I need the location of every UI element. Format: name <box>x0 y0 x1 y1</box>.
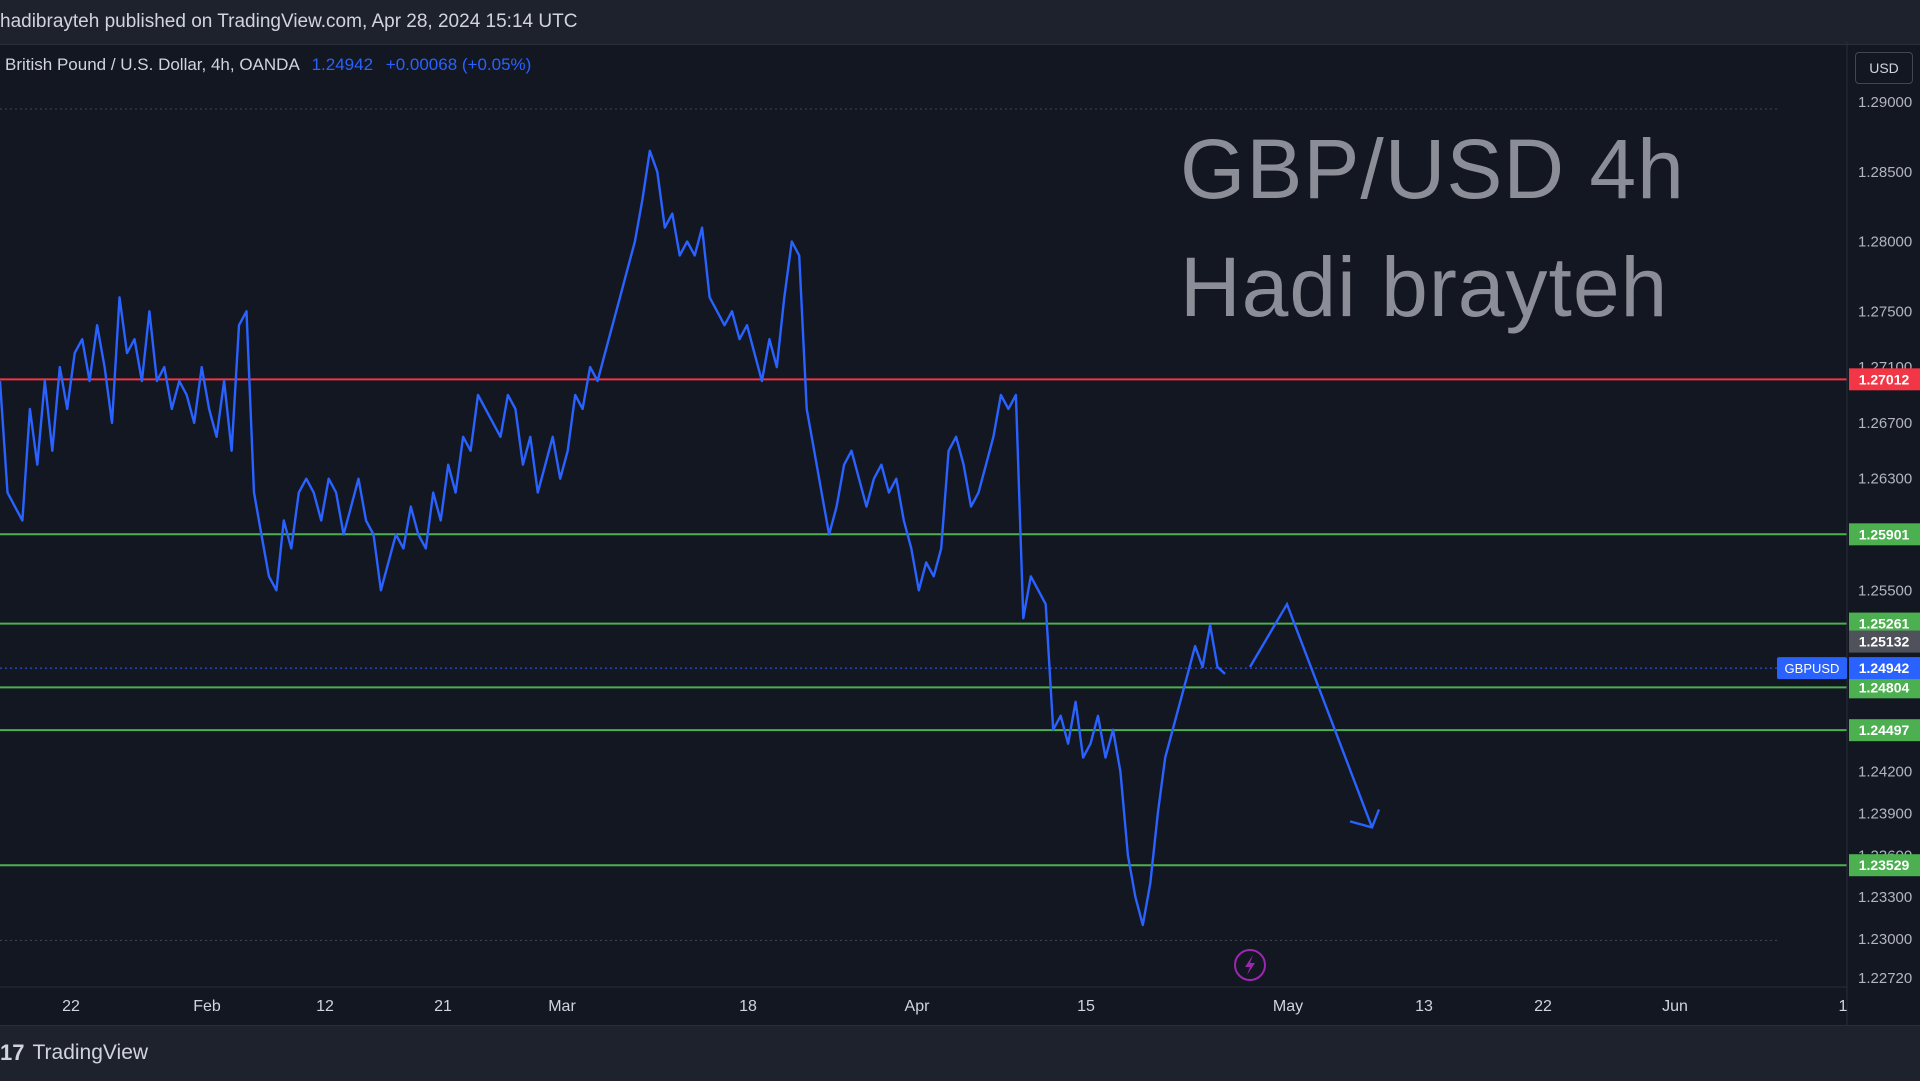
price-badge-label: 1.25901 <box>1859 526 1910 542</box>
last-price: 1.24942 <box>311 55 374 74</box>
x-tick-label: Apr <box>905 998 931 1015</box>
y-tick-label: 1.24200 <box>1858 764 1912 781</box>
x-tick-label: Mar <box>548 998 576 1015</box>
projection-arrow <box>1248 601 1381 829</box>
y-tick-label: 1.29000 <box>1858 94 1912 111</box>
published-text: hadibrayteh published on TradingView.com… <box>0 11 578 32</box>
projection-arrowhead <box>1349 808 1381 829</box>
currency-button[interactable]: USD <box>1855 52 1913 84</box>
price-badge-label: 1.24942 <box>1859 660 1910 676</box>
y-tick-label: 1.28000 <box>1858 234 1912 251</box>
watermark-line-2: Hadi brayteh <box>1180 240 1669 334</box>
x-tick-label: 22 <box>1534 998 1552 1015</box>
brand-name: TradingView <box>32 1041 149 1064</box>
price-badge <box>1849 523 1920 546</box>
x-tick-label: 13 <box>1415 998 1433 1015</box>
y-tick-label: 1.22720 <box>1858 970 1912 987</box>
tradingview-brand[interactable]: 17 TradingView <box>0 1040 148 1066</box>
price-badge <box>1849 612 1920 635</box>
price-badge-label: 1.23529 <box>1859 857 1910 873</box>
watermark-text: GBP/USD 4h Hadi brayteh <box>1180 110 1685 346</box>
x-tick-label: 22 <box>62 998 80 1015</box>
symbol-badge-label: GBPUSD <box>1785 661 1840 676</box>
x-tick-label: 15 <box>1077 998 1095 1015</box>
symbol-name: British Pound / U.S. Dollar, 4h, OANDA <box>5 55 299 74</box>
y-tick-label: 1.23900 <box>1858 805 1912 822</box>
price-badge <box>1849 630 1920 653</box>
y-tick-label: 1.27500 <box>1858 303 1912 320</box>
symbol-badge <box>1777 657 1847 680</box>
x-tick-label: May <box>1273 998 1303 1015</box>
price-badge-label: 1.25261 <box>1859 616 1910 632</box>
lightning-icon[interactable] <box>1234 949 1266 981</box>
top-bar: hadibrayteh published on TradingView.com… <box>0 0 1920 45</box>
bottom-bar: 17 TradingView <box>0 1025 1920 1081</box>
x-tick-label: Jun <box>1662 998 1688 1015</box>
x-tick-label: 21 <box>434 998 452 1015</box>
price-badge <box>1849 854 1920 877</box>
projection-path[interactable] <box>1248 601 1374 828</box>
dotted-lines <box>0 108 1847 941</box>
time-axis: 22 Feb 12 21 Mar 18 Apr 15 May 13 22 Jun 1 <box>62 998 1847 1015</box>
price-badge-label: 1.25132 <box>1859 634 1910 650</box>
y-tick-label: 1.25500 <box>1858 582 1912 599</box>
y-tick-label: 1.23000 <box>1858 931 1912 948</box>
series-line <box>0 149 1226 927</box>
price-badge <box>1849 368 1920 391</box>
price-badge-label: 1.24497 <box>1859 722 1910 738</box>
tradingview-logo-icon: 17 <box>0 1040 25 1065</box>
x-tick-label: Feb <box>193 998 221 1015</box>
x-tick-label: 1 <box>1839 998 1848 1015</box>
price-badge <box>1849 719 1920 742</box>
price-badge <box>1849 676 1920 699</box>
x-tick-label: 12 <box>316 998 334 1015</box>
price-badges: 1.27012 1.25901 1.25261 1.24804 1.24497 1.235… <box>1777 368 1920 877</box>
level-lines <box>0 378 1847 867</box>
symbol-legend: British Pound / U.S. Dollar, 4h, OANDA 1… <box>5 55 531 75</box>
price-badge <box>1849 657 1920 680</box>
y-tick-label: 1.26300 <box>1858 471 1912 488</box>
y-tick-label: 1.28500 <box>1858 164 1912 181</box>
price-change: +0.00068 (+0.05%) <box>385 55 532 74</box>
x-tick-label: 18 <box>739 998 757 1015</box>
price-axis: 1.290001.285001.280001.275001.271001.267… <box>1858 94 1912 987</box>
y-tick-label: 1.26700 <box>1858 415 1912 432</box>
y-tick-label: 1.23300 <box>1858 889 1912 906</box>
price-badge-label: 1.27012 <box>1859 371 1910 387</box>
watermark-line-1: GBP/USD 4h <box>1180 122 1685 216</box>
price-badge-label: 1.24804 <box>1859 679 1910 695</box>
